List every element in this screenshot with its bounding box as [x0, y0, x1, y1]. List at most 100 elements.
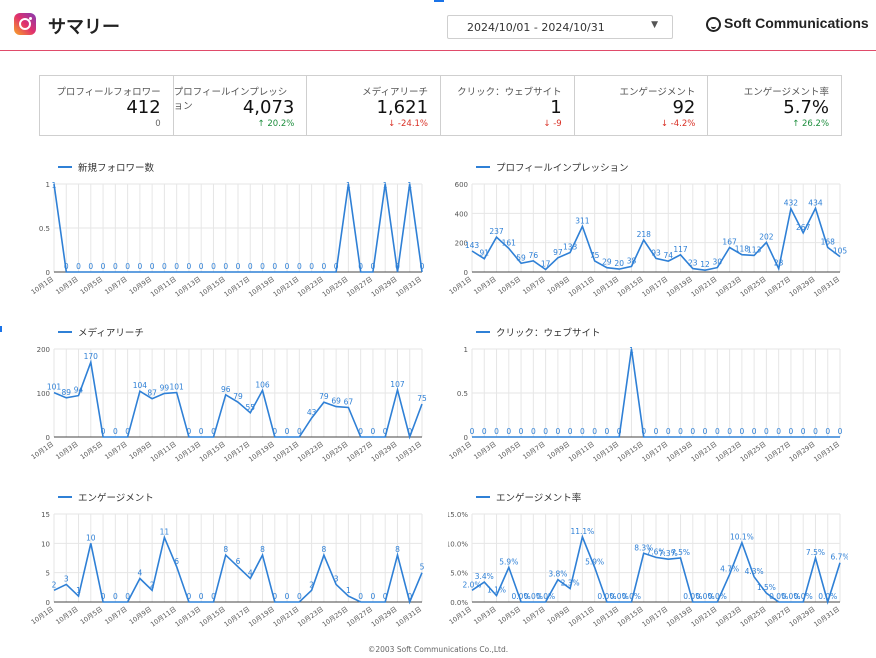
data-label: 113: [747, 245, 762, 254]
kpi-value: 1: [550, 97, 562, 118]
data-label: 0: [272, 262, 277, 271]
x-tick-label: 10月27日: [345, 605, 374, 629]
data-label: 4: [137, 569, 142, 578]
data-label: 0: [199, 427, 204, 436]
data-label: 0: [125, 262, 130, 271]
data-label: 0: [125, 427, 130, 436]
data-label: 0: [162, 262, 167, 271]
x-tick-label: 10月23日: [296, 275, 325, 299]
data-label: 237: [489, 227, 504, 236]
x-tick-label: 10月17日: [223, 605, 252, 629]
data-label: 6.7%: [830, 553, 848, 562]
x-tick-label: 10月15日: [616, 275, 645, 299]
x-tick-label: 10月25日: [321, 605, 350, 629]
kpi-label: クリック：ウェブサイト: [457, 87, 562, 98]
data-label: 8: [260, 545, 265, 554]
kpi-label: プロフィールインプレッション: [173, 87, 288, 112]
data-label: 7.3%: [659, 549, 678, 558]
data-label: 267: [796, 223, 811, 232]
data-label: 0: [825, 427, 830, 436]
kpi-followers: プロフィールフォロワー 412 0: [40, 76, 174, 135]
x-tick-label: 10月11日: [567, 605, 596, 629]
data-label: 0: [358, 592, 363, 601]
data-label: 0.0%: [610, 592, 629, 601]
kpi-change: 0: [155, 119, 161, 129]
data-label: 0: [407, 592, 412, 601]
x-tick-label: 10月17日: [223, 440, 252, 464]
data-label: 43: [307, 408, 317, 417]
kpi-value: 4,073: [242, 97, 295, 118]
data-label: 11.1%: [570, 527, 594, 536]
x-tick-label: 10月13日: [174, 605, 203, 629]
date-range-picker[interactable]: 2024/10/01 - 2024/10/31 ▼: [447, 15, 673, 39]
data-label: 0: [764, 427, 769, 436]
header-bar: サマリー 2024/10/01 - 2024/10/31 ▼ Soft Comm…: [0, 0, 876, 51]
data-label: 6: [174, 557, 179, 566]
data-label: 38: [627, 256, 637, 265]
y-tick-label: 0: [46, 599, 50, 607]
data-label: 0: [789, 427, 794, 436]
data-label: 69: [331, 397, 341, 406]
x-tick-label: 10月1日: [448, 440, 473, 461]
series-line: [53, 359, 423, 440]
data-label: 0: [383, 427, 388, 436]
data-label: 0: [568, 427, 573, 436]
data-label: 79: [233, 392, 243, 401]
legend-engagement-rate: エンゲージメント率: [476, 490, 581, 504]
x-tick-label: 10月25日: [321, 275, 350, 299]
x-tick-label: 10月23日: [714, 605, 743, 629]
data-label: 105: [833, 247, 848, 256]
data-label: 0: [285, 262, 290, 271]
data-label: 0: [506, 427, 511, 436]
kpi-website-clicks: クリック：ウェブサイト 1 ↓ -9: [441, 76, 575, 135]
copyright-footer: ©2003 Soft Communications Co.,Ltd.: [367, 645, 509, 654]
y-tick-label: 0: [46, 434, 50, 442]
data-label: 0: [187, 262, 192, 271]
data-label: 0: [272, 592, 277, 601]
y-tick-label: 0: [464, 269, 468, 277]
kpi-change: ↓ -9: [543, 119, 562, 129]
brand-logo: Soft Communications: [706, 15, 869, 32]
data-label: 5.9%: [585, 557, 604, 566]
data-label: 1: [52, 181, 57, 190]
data-label: 0: [555, 427, 560, 436]
x-tick-label: 10月13日: [174, 275, 203, 299]
x-tick-label: 10月15日: [198, 275, 227, 299]
kpi-label: プロフィールフォロワー: [56, 87, 161, 98]
legend-swatch: [476, 496, 490, 498]
x-tick-label: 10月3日: [54, 440, 79, 461]
data-label: 0: [113, 427, 118, 436]
legend-label: エンゲージメント率: [496, 493, 582, 504]
x-tick-label: 10月3日: [472, 275, 497, 296]
data-label: 0.0%: [524, 592, 543, 601]
x-tick-label: 10月31日: [812, 605, 841, 629]
x-tick-label: 10月13日: [592, 605, 621, 629]
y-tick-label: 10.0%: [448, 540, 468, 548]
data-label: 133: [563, 242, 578, 251]
data-label: 7.5%: [671, 548, 690, 557]
data-label: 0: [125, 592, 130, 601]
data-label: 0: [199, 262, 204, 271]
data-label: 0: [321, 262, 326, 271]
y-tick-label: 0.5: [39, 225, 50, 233]
kpi-value: 412: [126, 97, 161, 118]
data-label: 29: [602, 258, 612, 267]
x-tick-label: 10月1日: [30, 440, 55, 461]
data-label: 0: [383, 592, 388, 601]
data-label: 0: [605, 427, 610, 436]
instagram-icon: [14, 13, 36, 35]
data-label: 118: [735, 245, 750, 254]
data-label: 0: [739, 427, 744, 436]
data-label: 0: [285, 592, 290, 601]
x-tick-label: 10月27日: [763, 440, 792, 464]
legend-impressions: プロフィールインプレッション: [476, 160, 629, 174]
x-tick-label: 10月25日: [739, 275, 768, 299]
data-label: 30: [713, 258, 723, 267]
data-label: 0: [150, 262, 155, 271]
kpi-value: 1,621: [376, 97, 429, 118]
x-tick-label: 10月1日: [30, 275, 55, 296]
data-label: 7.6%: [646, 547, 665, 556]
